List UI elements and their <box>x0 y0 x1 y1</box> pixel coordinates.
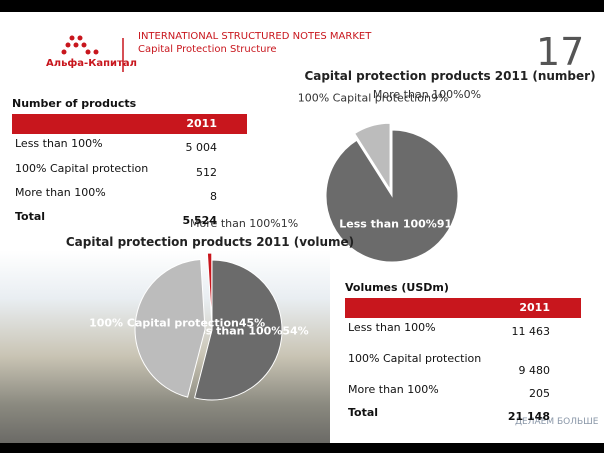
column-header: 2011 <box>186 117 217 130</box>
table: Number of products 2011 Less than 100% 5 00… <box>12 97 247 231</box>
table-row: 100% Capital protection 512 <box>12 162 247 183</box>
row-label: Total <box>15 210 46 223</box>
bottom-band <box>0 443 604 453</box>
slice-value: 9% <box>431 92 448 105</box>
pie-slice <box>134 258 206 398</box>
slice-label: More than 100%1% <box>190 217 298 230</box>
pie-slice <box>325 129 459 263</box>
pie-slice <box>353 122 391 191</box>
chart-title: Capital protection products 2011 (volume… <box>66 235 354 249</box>
table-header: 2011 <box>12 114 247 134</box>
table-row: Total 21 148 <box>345 406 581 426</box>
slice-label: More than 100%0% <box>373 88 481 101</box>
slice-label: 100% Capital protection9% <box>298 92 449 105</box>
slice-value: 0% <box>464 88 481 101</box>
slice-category: 100% Capital protection <box>89 317 239 330</box>
table-row: Total 5 524 <box>12 210 247 231</box>
table-row: More than 100% 8 <box>12 186 247 207</box>
table-row: 100% Capital protection 9 480 <box>345 352 581 380</box>
table-title: Volumes (USDm) <box>345 281 449 294</box>
page-number: 17 <box>536 30 585 74</box>
table-title: Number of products <box>12 97 137 110</box>
logo-text: Альфа-Капитал <box>46 58 137 69</box>
cell-value: 9 480 <box>518 364 551 377</box>
slice-category: More than 100% <box>373 88 464 101</box>
pie-slice <box>193 259 283 401</box>
slice-label: Less than 100%91% <box>339 218 463 231</box>
slice-category: 100% Capital protection <box>298 92 431 105</box>
slice-label: Less than 100%54% <box>185 324 309 337</box>
cell-value: 5 524 <box>182 214 217 227</box>
cell-value: 11 463 <box>511 325 551 338</box>
table-header: 2011 <box>345 298 581 318</box>
slice-value: 1% <box>281 217 298 230</box>
slice-value: 91% <box>437 218 463 231</box>
row-label: 100% Capital protection <box>15 162 149 175</box>
chart-title: Capital protection products 2011 (number… <box>304 69 595 83</box>
row-label: More than 100% <box>348 383 439 396</box>
cell-value: 5 004 <box>185 141 218 154</box>
slice-category: Less than 100% <box>339 218 437 231</box>
slice-value: 54% <box>282 324 308 337</box>
cell-value: 205 <box>529 387 550 400</box>
row-label: Less than 100% <box>15 137 103 150</box>
cell-value: 21 148 <box>507 410 550 423</box>
row-label: Total <box>348 406 379 419</box>
table-row: More than 100% 205 <box>345 383 581 403</box>
slice-label: 100% Capital protection45% <box>89 317 265 330</box>
footer: ДЕЛАЕМ БОЛЬШЕ <box>515 417 599 427</box>
slice-category: Less than 100% <box>185 324 283 337</box>
slice-category: More than 100% <box>190 217 281 230</box>
cell-value: 512 <box>196 166 217 179</box>
header-subtitle: Capital Protection Structure <box>138 44 277 55</box>
table: Volumes (USDm) 2011 Less than 100% 11 463 10… <box>345 281 581 426</box>
logo-mark <box>61 35 99 55</box>
table-row: Less than 100% 5 004 <box>12 137 247 159</box>
header-title: INTERNATIONAL STRUCTURED NOTES MARKET <box>138 31 372 42</box>
row-label: 100% Capital protection <box>348 352 482 365</box>
row-label: Less than 100% <box>348 321 436 334</box>
cell-value: 8 <box>210 190 217 203</box>
top-band <box>0 0 604 12</box>
table-row: Less than 100% 11 463 <box>345 321 581 349</box>
slice-value: 45% <box>239 317 265 330</box>
column-header: 2011 <box>519 301 550 314</box>
pie-slice <box>206 252 213 324</box>
row-label: More than 100% <box>15 186 106 199</box>
